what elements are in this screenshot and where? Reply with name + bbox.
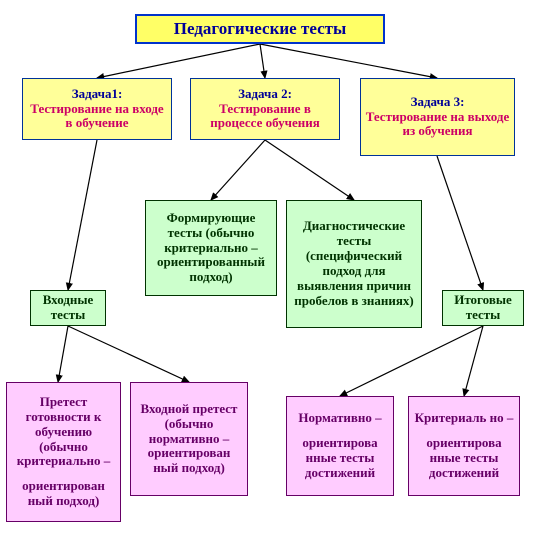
task1-label: Задача1: [72,87,123,102]
normative-tests-text1: Нормативно – [298,411,381,426]
criteria-tests-text1: Критериаль но – [415,411,514,426]
input-pretest-box: Входной претест (обычно нормативно – ори… [130,382,248,496]
normative-tests-text2: ориентирова нные тесты достижений [291,436,389,481]
diagnostic-tests-text: Диагностические тесты (специфический под… [291,219,417,309]
input-pretest-text: Входной претест (обычно нормативно – ори… [135,402,243,477]
input-tests-text: Входные тесты [35,293,101,323]
forming-tests-box: Формирующие тесты (обычно критериально –… [145,200,277,296]
criteria-tests-box: Критериаль но – ориентирова нные тесты д… [408,396,520,496]
root-title-text: Педагогические тесты [174,19,347,39]
diagnostic-tests-box: Диагностические тесты (специфический под… [286,200,422,328]
final-tests-box: Итоговые тесты [442,290,524,326]
input-tests-box: Входные тесты [30,290,106,326]
forming-tests-text: Формирующие тесты (обычно критериально –… [150,211,272,286]
task3-box: Задача 3: Тестирование на выходе из обуч… [360,78,515,156]
task1-box: Задача1: Тестирование на входе в обучени… [22,78,172,140]
task2-desc: Тестирование в процессе обучения [195,102,335,132]
root-title: Педагогические тесты [135,14,385,44]
pretest-readiness-box: Претест готовности к обучению (обычно кр… [6,382,121,522]
task3-label: Задача 3: [411,95,465,110]
task1-desc: Тестирование на входе в обучение [27,102,167,132]
task2-box: Задача 2: Тестирование в процессе обучен… [190,78,340,140]
final-tests-text: Итоговые тесты [447,293,519,323]
pretest-readiness-text2: ориентирован ный подход) [11,479,116,509]
pretest-readiness-text1: Претест готовности к обучению (обычно кр… [11,395,116,470]
task3-desc: Тестирование на выходе из обучения [365,110,510,140]
task2-label: Задача 2: [238,87,292,102]
criteria-tests-text2: ориентирова нные тесты достижений [413,436,515,481]
normative-tests-box: Нормативно – ориентирова нные тесты дост… [286,396,394,496]
